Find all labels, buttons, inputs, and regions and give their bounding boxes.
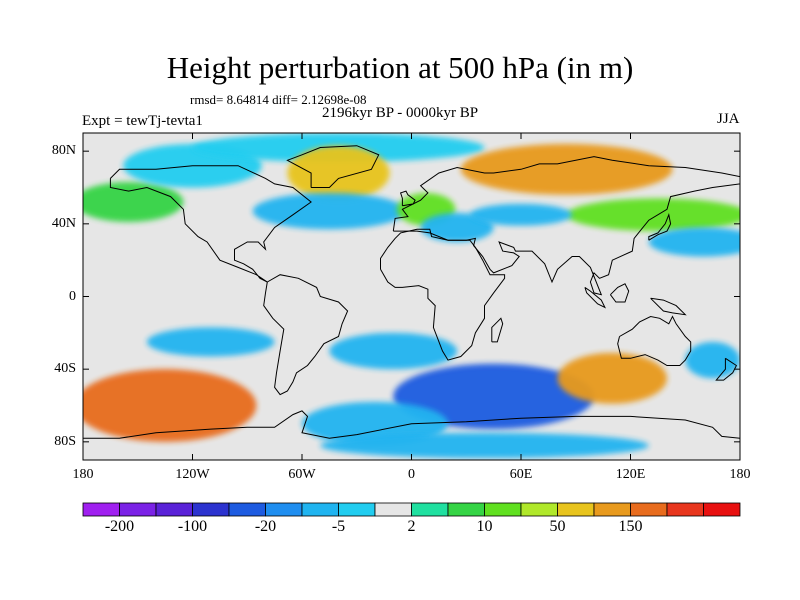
colorbar-label: -200 (104, 518, 135, 535)
anomaly-southeast-pacific (146, 327, 275, 357)
colorbar-label: -100 (177, 518, 208, 535)
colorbar-label: -20 (254, 518, 277, 535)
colorbar-label: 150 (618, 518, 643, 535)
anomaly-central-asia (469, 203, 573, 226)
colorbar-box (703, 502, 741, 517)
colorbar-box (630, 502, 668, 517)
coastline-australia (617, 315, 692, 366)
colorbar-box (557, 502, 595, 517)
anomaly-north-atlantic (252, 192, 407, 230)
anomaly-antarctica (320, 432, 649, 459)
colorbar-box (265, 502, 303, 517)
coastline-sumatra (584, 286, 606, 309)
coastline-japan (648, 213, 672, 241)
lon-tick-label: 180 (72, 467, 94, 482)
colorbar-label: 50 (549, 518, 566, 535)
anomaly-northwest-pacific (648, 227, 740, 257)
colorbar-box (447, 502, 485, 517)
coastline-south-america (263, 274, 349, 396)
coastline-antarctica (83, 410, 740, 439)
colorbar-box (301, 502, 339, 517)
lat-tick-label: 80S (54, 433, 76, 449)
anomaly-east-asia (566, 198, 740, 232)
coastline-madagascar (491, 317, 504, 343)
lat-tick-label: 0 (69, 288, 76, 304)
colorbar-box (228, 502, 266, 517)
colorbar-box (484, 502, 522, 517)
coastline-new-zealand (715, 357, 738, 381)
experiment-label: Expt = tewTj-tevta1 (82, 113, 203, 129)
lat-tick-label: 40N (51, 215, 76, 231)
anomaly-south-pacific (83, 369, 257, 442)
anomaly-mediterranean (420, 212, 494, 242)
lon-tick-label: 60W (288, 467, 316, 482)
anomaly-southwest-pacific (685, 341, 740, 379)
colorbar-box (82, 502, 120, 517)
colorbar-box (338, 502, 376, 517)
anomaly-southern-ocean-indian (393, 363, 594, 430)
coastline-borneo (610, 283, 630, 303)
anomaly-greenland (287, 145, 390, 201)
lon-tick-label: 120W (175, 467, 210, 482)
chart-title: Height perturbation at 500 hPa (in m) (166, 50, 634, 85)
anomaly-siberia (460, 143, 673, 195)
anomaly-south-of-australia (557, 352, 667, 404)
coastline-greenland (286, 145, 380, 188)
anomaly-south-atlantic (329, 332, 458, 370)
coastline-eurasia (392, 156, 740, 296)
anomaly-north-pacific (83, 182, 184, 223)
map-ticks (82, 133, 741, 460)
colorbar-box (593, 502, 631, 517)
colorbar-label: 2 (407, 518, 416, 535)
coastline-africa (380, 228, 506, 361)
lon-tick-label: 120E (615, 467, 646, 482)
colorbar-label: 10 (476, 518, 493, 535)
colorbar-box (155, 502, 193, 517)
coastlines (83, 145, 740, 439)
lon-tick-label: 0 (408, 467, 415, 482)
coastline-new-guinea (650, 297, 687, 316)
season-label: JJA (717, 111, 740, 127)
colorbar (82, 502, 741, 517)
coastline-britain (399, 190, 416, 207)
coastline-north-america (109, 165, 312, 283)
colorbar-box (374, 502, 412, 517)
colorbar-label: -5 (331, 518, 346, 535)
colorbar-box (192, 502, 230, 517)
colorbar-box (411, 502, 449, 517)
stats-text: rmsd= 8.64814 diff= 2.12698e-08 (190, 92, 367, 107)
colorbar-box (119, 502, 157, 517)
lon-tick-label: 60E (509, 467, 533, 482)
lat-tick-label: 40S (54, 361, 76, 377)
colorbar-box (666, 502, 704, 517)
colorbar-box (520, 502, 558, 517)
lon-tick-label: 180 (729, 467, 751, 482)
period-label: 2196kyr BP - 0000kyr BP (322, 105, 479, 121)
lat-tick-label: 80N (51, 143, 76, 159)
